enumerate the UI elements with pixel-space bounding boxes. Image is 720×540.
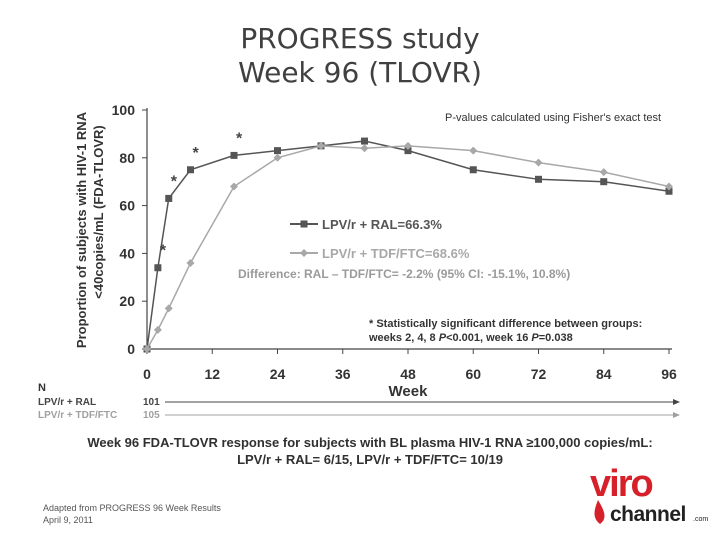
significance-star: * xyxy=(171,173,178,190)
logo-word-viro: viro xyxy=(590,463,652,505)
y-tick-label: 20 xyxy=(119,293,135,309)
series-1-point xyxy=(469,166,477,174)
n-table-row-value: 105 xyxy=(143,410,160,421)
x-axis-label: Week xyxy=(389,383,429,400)
x-tick-label: 12 xyxy=(204,366,220,382)
x-tick-label: 48 xyxy=(400,366,416,382)
n-table-row-label: LPV/r + TDF/FTC xyxy=(38,410,117,421)
n-table-row-arrowhead xyxy=(673,399,680,405)
series-1-point xyxy=(404,147,412,155)
series-2-point xyxy=(404,141,412,150)
x-tick-label: 60 xyxy=(465,366,481,382)
significance-note-span: <0.001, week 16 xyxy=(446,332,531,344)
legend-marker-2 xyxy=(300,249,308,257)
significance-note-span: P xyxy=(439,332,447,344)
x-tick-label: 96 xyxy=(661,366,677,382)
title-line-2: Week 96 (TLOVR) xyxy=(238,56,482,89)
bottom-summary-line-2: LPV/r + RAL= 6/15, LPV/r + TDF/FTC= 10/1… xyxy=(237,452,503,467)
series-1-point xyxy=(600,178,608,186)
legend-label-1: LPV/r + RAL=66.3% xyxy=(322,217,442,232)
series-1-point xyxy=(361,137,368,145)
bottom-summary: Week 96 FDA-TLOVR response for subjects … xyxy=(40,434,700,468)
series-1-point xyxy=(665,187,673,195)
x-tick-label: 0 xyxy=(143,366,151,382)
series-1-point xyxy=(274,147,281,155)
n-table-row-label: LPV/r + RAL xyxy=(38,397,96,408)
virochannel-logo: viro channel .com xyxy=(590,463,708,526)
logo-word-channel: channel xyxy=(610,503,686,526)
series-2-point xyxy=(534,158,543,167)
x-tick-label: 84 xyxy=(596,366,612,382)
drop-icon xyxy=(594,500,605,524)
series-2-point xyxy=(469,146,478,155)
series-1-point xyxy=(154,264,162,272)
page-title: PROGRESS study Week 96 (TLOVR) xyxy=(0,22,720,90)
series-2-point xyxy=(317,141,325,150)
pvalue-note: P-values calculated using Fisher's exact… xyxy=(445,112,661,124)
series-2-point xyxy=(360,144,369,153)
significance-note-span: weeks 2, 4, 8 xyxy=(368,332,439,344)
y-tick-label: 0 xyxy=(127,341,135,357)
legend-label-2: LPV/r + TDF/FTC=68.6% xyxy=(322,246,470,261)
significance-note-span: P xyxy=(531,332,539,344)
n-table-row-arrowhead xyxy=(673,412,680,418)
y-tick-label: 100 xyxy=(112,102,136,118)
footnote-line-1: Adapted from PROGRESS 96 Week Results xyxy=(43,503,221,513)
significance-note-span: =0.038 xyxy=(539,332,573,344)
series-1-point xyxy=(165,194,173,202)
y-tick-label: 60 xyxy=(119,198,135,214)
y-axis-label-line-1: Proportion of subjects with HIV-1 RNA xyxy=(74,111,89,348)
series-2-point xyxy=(186,258,195,267)
y-tick-label: 40 xyxy=(119,245,135,261)
x-tick-label: 24 xyxy=(270,366,286,382)
series-1-point xyxy=(230,151,238,159)
significance-note-line-2: weeks 2, 4, 8 P<0.001, week 16 P=0.038 xyxy=(368,332,573,344)
series-2-point xyxy=(143,345,151,353)
series-2-point xyxy=(164,304,173,313)
significance-note-line-1: * Statistically significant difference b… xyxy=(369,318,642,330)
y-axis-label-line-2: <40copies/mL (FDA-TLOVR) xyxy=(91,125,106,298)
series-2-point xyxy=(273,153,282,162)
significance-star: * xyxy=(193,145,200,162)
n-table-row-value: 101 xyxy=(143,397,160,408)
x-tick-label: 36 xyxy=(335,366,351,382)
series-1-point xyxy=(535,175,542,183)
series-2-point xyxy=(599,168,608,177)
difference-note: Difference: RAL – TDF/FTC= -2.2% (95% CI… xyxy=(238,267,570,281)
title-line-1: PROGRESS study xyxy=(240,22,480,55)
n-table-header: N xyxy=(38,382,46,394)
series-2-point xyxy=(665,182,673,191)
x-tick-label: 72 xyxy=(531,366,547,382)
footnote-line-2: April 9, 2011 xyxy=(43,515,93,525)
legend-marker-1 xyxy=(300,220,308,228)
significance-star: * xyxy=(160,243,167,260)
logo-suffix: .com xyxy=(693,516,708,523)
significance-star: * xyxy=(236,130,243,147)
series-2-point xyxy=(230,182,238,191)
series-1-point xyxy=(187,166,194,174)
source-footnote: Adapted from PROGRESS 96 Week Results Ap… xyxy=(43,502,221,526)
series-2-point xyxy=(153,325,162,334)
bottom-summary-line-1: Week 96 FDA-TLOVR response for subjects … xyxy=(87,435,653,450)
y-tick-label: 80 xyxy=(119,150,135,166)
